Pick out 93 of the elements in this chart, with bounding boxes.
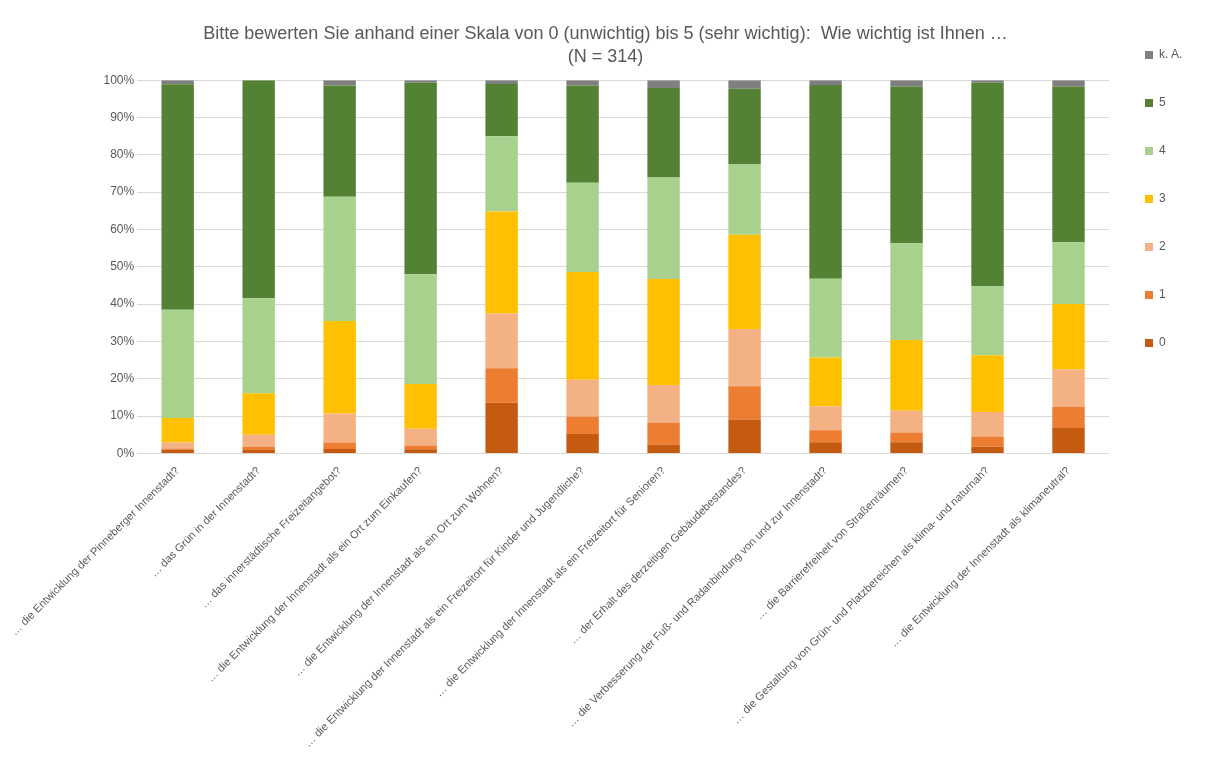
bar (728, 419, 761, 453)
bar (728, 164, 761, 235)
bar (890, 339, 923, 411)
bar (971, 82, 1004, 287)
legend-label: 4 (1158, 143, 1166, 158)
y-tick-label: 20% (110, 371, 135, 386)
bar (809, 278, 842, 358)
bar (971, 436, 1004, 447)
bar (809, 406, 842, 431)
bar (971, 286, 1004, 356)
bar (161, 442, 194, 449)
y-tick-label: 60% (110, 221, 135, 236)
bar (728, 80, 761, 89)
y-tick-label: 90% (110, 109, 135, 124)
bar (1052, 406, 1085, 429)
bar (404, 383, 437, 429)
bar (161, 309, 194, 418)
bar (647, 177, 680, 280)
bar (890, 432, 923, 443)
bar (485, 83, 518, 137)
chart-subtitle: (N = 314) (567, 46, 644, 67)
bar (728, 88, 761, 165)
bar (323, 196, 356, 321)
bar (323, 85, 356, 197)
bar (485, 368, 518, 403)
bar (809, 442, 842, 453)
bar (728, 386, 761, 420)
bar (242, 393, 275, 435)
bar (1052, 304, 1085, 370)
chart-title: Bitte bewerten Sie anhand einer Skala von 0 (unwichtig) bis 5 (sehr wichtig): Wie wichtig ist Ihnen … (203, 22, 1008, 43)
bar (647, 444, 680, 453)
bar (323, 413, 356, 443)
bar (566, 433, 599, 453)
bar (566, 379, 599, 417)
bar (566, 272, 599, 380)
bar (161, 417, 194, 443)
bar (485, 136, 518, 212)
bar (890, 410, 923, 433)
bar (1052, 242, 1085, 305)
bar (485, 402, 518, 453)
bar (323, 448, 356, 453)
bar (1052, 80, 1085, 87)
legend-label: 5 (1158, 95, 1166, 110)
y-tick-label: 30% (110, 333, 135, 348)
bar (647, 88, 680, 178)
bar (809, 85, 842, 279)
bar (647, 80, 680, 89)
legend-label: 1 (1158, 287, 1166, 302)
bar (242, 450, 275, 453)
bar (242, 446, 275, 451)
bar (647, 422, 680, 445)
bar (1052, 369, 1085, 407)
y-tick-label: 100% (103, 72, 135, 87)
y-tick-label: 10% (110, 408, 135, 423)
bar (485, 313, 518, 369)
legend-label: 3 (1158, 191, 1166, 206)
y-tick-label: 50% (110, 259, 135, 274)
bar (728, 234, 761, 330)
bar (890, 243, 923, 340)
bar (728, 329, 761, 387)
bar (809, 357, 842, 407)
legend-label: 2 (1158, 239, 1166, 254)
bar (323, 442, 356, 449)
bar (323, 320, 356, 414)
bar (890, 442, 923, 453)
legend-label: k. A. (1158, 47, 1183, 62)
bar (566, 416, 599, 434)
bar (242, 434, 275, 447)
bar (161, 84, 194, 310)
bar (566, 182, 599, 273)
bar (971, 411, 1004, 437)
bar (485, 211, 518, 314)
bar (971, 446, 1004, 453)
y-tick-label: 70% (110, 184, 135, 199)
bar (1052, 86, 1085, 243)
bar (404, 449, 437, 453)
bar (404, 428, 437, 446)
bar (890, 80, 923, 87)
bar (404, 82, 437, 275)
bar (647, 385, 680, 423)
bar (566, 85, 599, 183)
bar (971, 355, 1004, 412)
bar (809, 430, 842, 443)
bar (242, 80, 275, 299)
bar (242, 298, 275, 394)
y-tick-label: 40% (110, 296, 135, 311)
bar (404, 274, 437, 384)
bar (1052, 428, 1085, 453)
legend-label: 0 (1158, 335, 1166, 350)
bar (890, 86, 923, 244)
bar (647, 279, 680, 386)
y-tick-label: 80% (110, 147, 135, 162)
y-tick-label: 0% (116, 445, 135, 460)
